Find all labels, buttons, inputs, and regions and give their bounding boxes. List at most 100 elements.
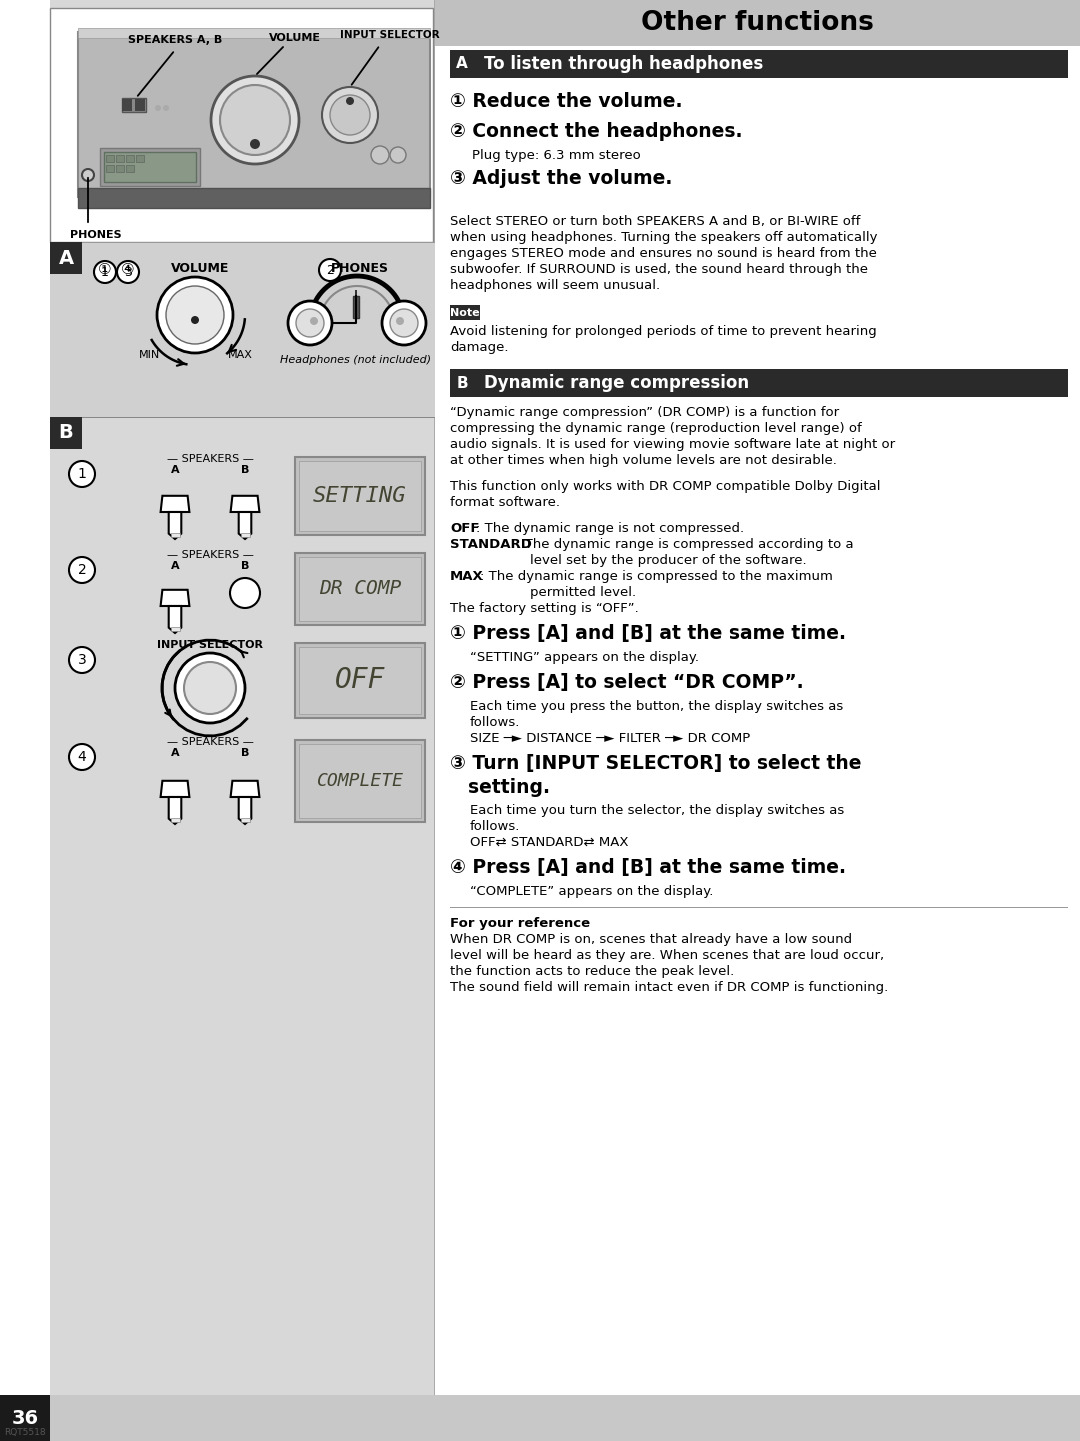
Bar bbox=[295, 741, 426, 821]
Bar bbox=[104, 151, 195, 182]
Bar bbox=[50, 9, 433, 242]
Bar bbox=[50, 242, 435, 416]
Text: When DR COMP is on, scenes that already have a low sound: When DR COMP is on, scenes that already … bbox=[450, 932, 852, 945]
Circle shape bbox=[163, 105, 168, 111]
Circle shape bbox=[175, 653, 245, 723]
Text: A: A bbox=[171, 465, 179, 476]
Text: Other functions: Other functions bbox=[640, 10, 874, 36]
Polygon shape bbox=[168, 607, 181, 633]
Text: 2: 2 bbox=[326, 264, 334, 277]
Bar bbox=[295, 643, 426, 718]
Text: ② Connect the headphones.: ② Connect the headphones. bbox=[450, 122, 743, 141]
Circle shape bbox=[396, 317, 404, 326]
Text: ① Reduce the volume.: ① Reduce the volume. bbox=[450, 92, 683, 111]
Bar bbox=[78, 32, 430, 197]
Text: VOLUME: VOLUME bbox=[171, 261, 229, 274]
Circle shape bbox=[157, 277, 233, 353]
Text: 4: 4 bbox=[78, 749, 86, 764]
Text: at other times when high volume levels are not desirable.: at other times when high volume levels a… bbox=[450, 454, 837, 467]
Text: SETTING: SETTING bbox=[313, 486, 407, 506]
Text: Plug type: 6.3 mm stereo: Plug type: 6.3 mm stereo bbox=[472, 148, 640, 161]
Bar bbox=[50, 0, 435, 1395]
Bar bbox=[78, 27, 430, 37]
Bar bbox=[241, 533, 249, 537]
Text: INPUT SELECTOR: INPUT SELECTOR bbox=[157, 640, 264, 650]
Text: MAX: MAX bbox=[450, 571, 484, 584]
Text: format software.: format software. bbox=[450, 496, 561, 509]
Bar bbox=[299, 744, 421, 818]
Circle shape bbox=[191, 316, 199, 324]
Bar bbox=[0, 1395, 1080, 1441]
Text: ①: ① bbox=[98, 262, 112, 278]
Text: headphones will seem unusual.: headphones will seem unusual. bbox=[450, 280, 660, 293]
Bar bbox=[299, 647, 421, 713]
Text: SIZE ─► DISTANCE ─► FILTER ─► DR COMP: SIZE ─► DISTANCE ─► FILTER ─► DR COMP bbox=[470, 732, 751, 745]
Text: Headphones (not included): Headphones (not included) bbox=[280, 354, 431, 365]
Text: OFF: OFF bbox=[450, 522, 480, 535]
Text: A: A bbox=[171, 561, 179, 571]
Polygon shape bbox=[239, 512, 252, 539]
Bar bbox=[299, 461, 421, 530]
Bar bbox=[450, 50, 1068, 78]
Text: : The dynamic range is compressed to the maximum: : The dynamic range is compressed to the… bbox=[480, 571, 833, 584]
Text: 36: 36 bbox=[12, 1408, 39, 1428]
Text: damage.: damage. bbox=[450, 342, 509, 354]
Text: SPEAKERS A, B: SPEAKERS A, B bbox=[127, 35, 222, 45]
Circle shape bbox=[117, 261, 139, 282]
Text: Select STEREO or turn both SPEAKERS A and B, or BI-WIRE off: Select STEREO or turn both SPEAKERS A an… bbox=[450, 215, 861, 228]
Polygon shape bbox=[231, 496, 259, 512]
Circle shape bbox=[249, 138, 260, 148]
Bar bbox=[126, 156, 134, 161]
Text: level will be heard as they are. When scenes that are loud occur,: level will be heard as they are. When sc… bbox=[450, 950, 885, 963]
Circle shape bbox=[166, 285, 224, 344]
Text: DR COMP: DR COMP bbox=[319, 579, 401, 598]
Bar bbox=[116, 156, 124, 161]
Text: 2: 2 bbox=[78, 563, 86, 576]
Polygon shape bbox=[231, 781, 259, 797]
Text: B: B bbox=[58, 424, 73, 442]
Bar bbox=[78, 187, 430, 208]
Circle shape bbox=[156, 105, 161, 111]
Text: STANDARD: STANDARD bbox=[450, 537, 531, 550]
Circle shape bbox=[346, 97, 354, 105]
Polygon shape bbox=[161, 589, 189, 607]
Polygon shape bbox=[239, 797, 252, 824]
Text: follows.: follows. bbox=[470, 820, 521, 833]
Bar bbox=[136, 156, 144, 161]
Circle shape bbox=[220, 85, 291, 156]
Bar bbox=[116, 166, 124, 171]
Bar bbox=[122, 99, 132, 111]
Circle shape bbox=[372, 146, 389, 164]
Text: A: A bbox=[171, 748, 179, 758]
Text: : The dynamic range is not compressed.: : The dynamic range is not compressed. bbox=[476, 522, 744, 535]
Bar bbox=[450, 305, 480, 320]
Text: 3: 3 bbox=[78, 653, 86, 667]
Text: B: B bbox=[456, 376, 468, 391]
Text: compressing the dynamic range (reproduction level range) of: compressing the dynamic range (reproduct… bbox=[450, 422, 862, 435]
Circle shape bbox=[211, 76, 299, 164]
Bar bbox=[126, 166, 134, 171]
Text: “Dynamic range compression” (DR COMP) is a function for: “Dynamic range compression” (DR COMP) is… bbox=[450, 406, 839, 419]
Text: ③ Turn [INPUT SELECTOR] to select the: ③ Turn [INPUT SELECTOR] to select the bbox=[450, 754, 862, 772]
Bar bbox=[100, 148, 200, 186]
Text: This function only works with DR COMP compatible Dolby Digital: This function only works with DR COMP co… bbox=[450, 480, 880, 493]
Text: The sound field will remain intact even if DR COMP is functioning.: The sound field will remain intact even … bbox=[450, 981, 888, 994]
Bar bbox=[299, 558, 421, 621]
Bar bbox=[0, 1395, 50, 1441]
Text: subwoofer. If SURROUND is used, the sound heard through the: subwoofer. If SURROUND is used, the soun… bbox=[450, 264, 868, 277]
Bar bbox=[295, 457, 426, 535]
Text: 1: 1 bbox=[78, 467, 86, 481]
Circle shape bbox=[390, 308, 418, 337]
Circle shape bbox=[330, 95, 370, 135]
Text: permitted level.: permitted level. bbox=[530, 586, 636, 599]
Text: ③ Adjust the volume.: ③ Adjust the volume. bbox=[450, 169, 673, 187]
Text: Each time you turn the selector, the display switches as: Each time you turn the selector, the dis… bbox=[470, 804, 845, 817]
Text: 3: 3 bbox=[124, 265, 132, 278]
Text: The factory setting is “OFF”.: The factory setting is “OFF”. bbox=[450, 602, 638, 615]
Circle shape bbox=[69, 558, 95, 584]
Circle shape bbox=[184, 661, 237, 713]
Circle shape bbox=[94, 261, 116, 282]
Text: “SETTING” appears on the display.: “SETTING” appears on the display. bbox=[470, 651, 699, 664]
Bar bbox=[0, 0, 50, 1395]
Text: engages STEREO mode and ensures no sound is heard from the: engages STEREO mode and ensures no sound… bbox=[450, 246, 877, 259]
